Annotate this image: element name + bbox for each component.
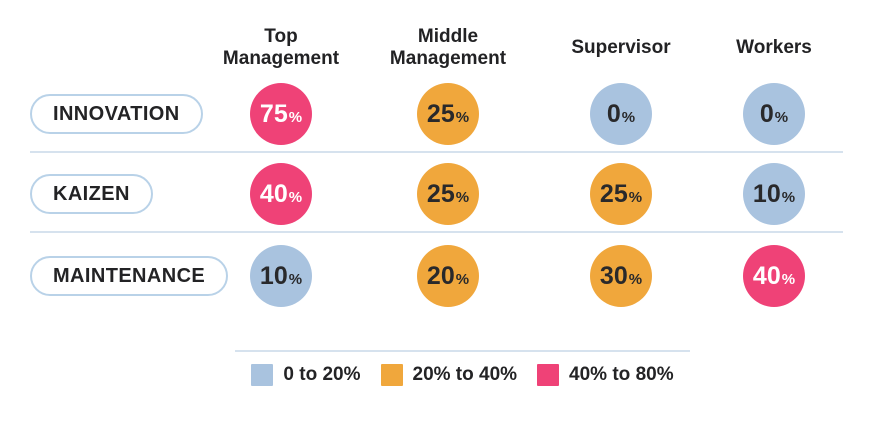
- cell-maintenance-workers: 40%: [743, 245, 805, 307]
- cell-maintenance-middle-management: 20%: [417, 245, 479, 307]
- cell-value: 0%: [759, 99, 789, 128]
- cell-value: 40%: [259, 179, 303, 208]
- legend-label: 40% to 80%: [569, 364, 674, 385]
- cell-kaizen-workers: 10%: [743, 163, 805, 225]
- cell-innovation-workers: 0%: [743, 83, 805, 145]
- cell-kaizen-supervisor: 25%: [590, 163, 652, 225]
- cell-value: 10%: [259, 261, 303, 290]
- legend-label: 20% to 40%: [412, 364, 518, 385]
- row-label-maintenance: MAINTENANCE: [30, 256, 229, 296]
- cell-value: 30%: [599, 261, 643, 290]
- cell-value: 25%: [599, 179, 643, 208]
- cell-innovation-supervisor: 0%: [590, 83, 652, 145]
- cell-value: 20%: [426, 261, 470, 290]
- cell-value: 10%: [752, 179, 796, 208]
- cell-maintenance-top-management: 10%: [250, 245, 312, 307]
- legend-swatch-low: [251, 364, 274, 386]
- legend-item-high: 40% to 80%: [537, 364, 674, 386]
- legend-swatch-high: [537, 364, 560, 386]
- cell-value: 25%: [426, 179, 470, 208]
- row-label-innovation: INNOVATION: [30, 94, 203, 134]
- cell-innovation-middle-management: 25%: [417, 83, 479, 145]
- cell-value: 0%: [606, 99, 636, 128]
- row-separator: [30, 231, 843, 233]
- cell-value: 40%: [752, 261, 796, 290]
- column-header-top-management: Top Management: [222, 25, 340, 69]
- cell-kaizen-top-management: 40%: [250, 163, 312, 225]
- row-label-kaizen: KAIZEN: [30, 174, 153, 214]
- legend-label: 0 to 20%: [283, 364, 361, 385]
- cell-kaizen-middle-management: 25%: [417, 163, 479, 225]
- legend-swatch-mid: [380, 364, 403, 386]
- column-header-workers: Workers: [736, 36, 812, 58]
- cell-value: 75%: [259, 99, 303, 128]
- column-header-middle-management: Middle Management: [389, 25, 507, 69]
- legend: 0 to 20% 20% to 40% 40% to 80%: [235, 360, 690, 390]
- column-header-supervisor: Supervisor: [571, 36, 671, 58]
- cell-innovation-top-management: 75%: [250, 83, 312, 145]
- row-separator: [30, 151, 843, 153]
- legend-divider: [235, 350, 690, 352]
- legend-item-mid: 20% to 40%: [380, 364, 518, 386]
- legend-item-low: 0 to 20%: [251, 364, 361, 386]
- cell-maintenance-supervisor: 30%: [590, 245, 652, 307]
- cell-value: 25%: [426, 99, 470, 128]
